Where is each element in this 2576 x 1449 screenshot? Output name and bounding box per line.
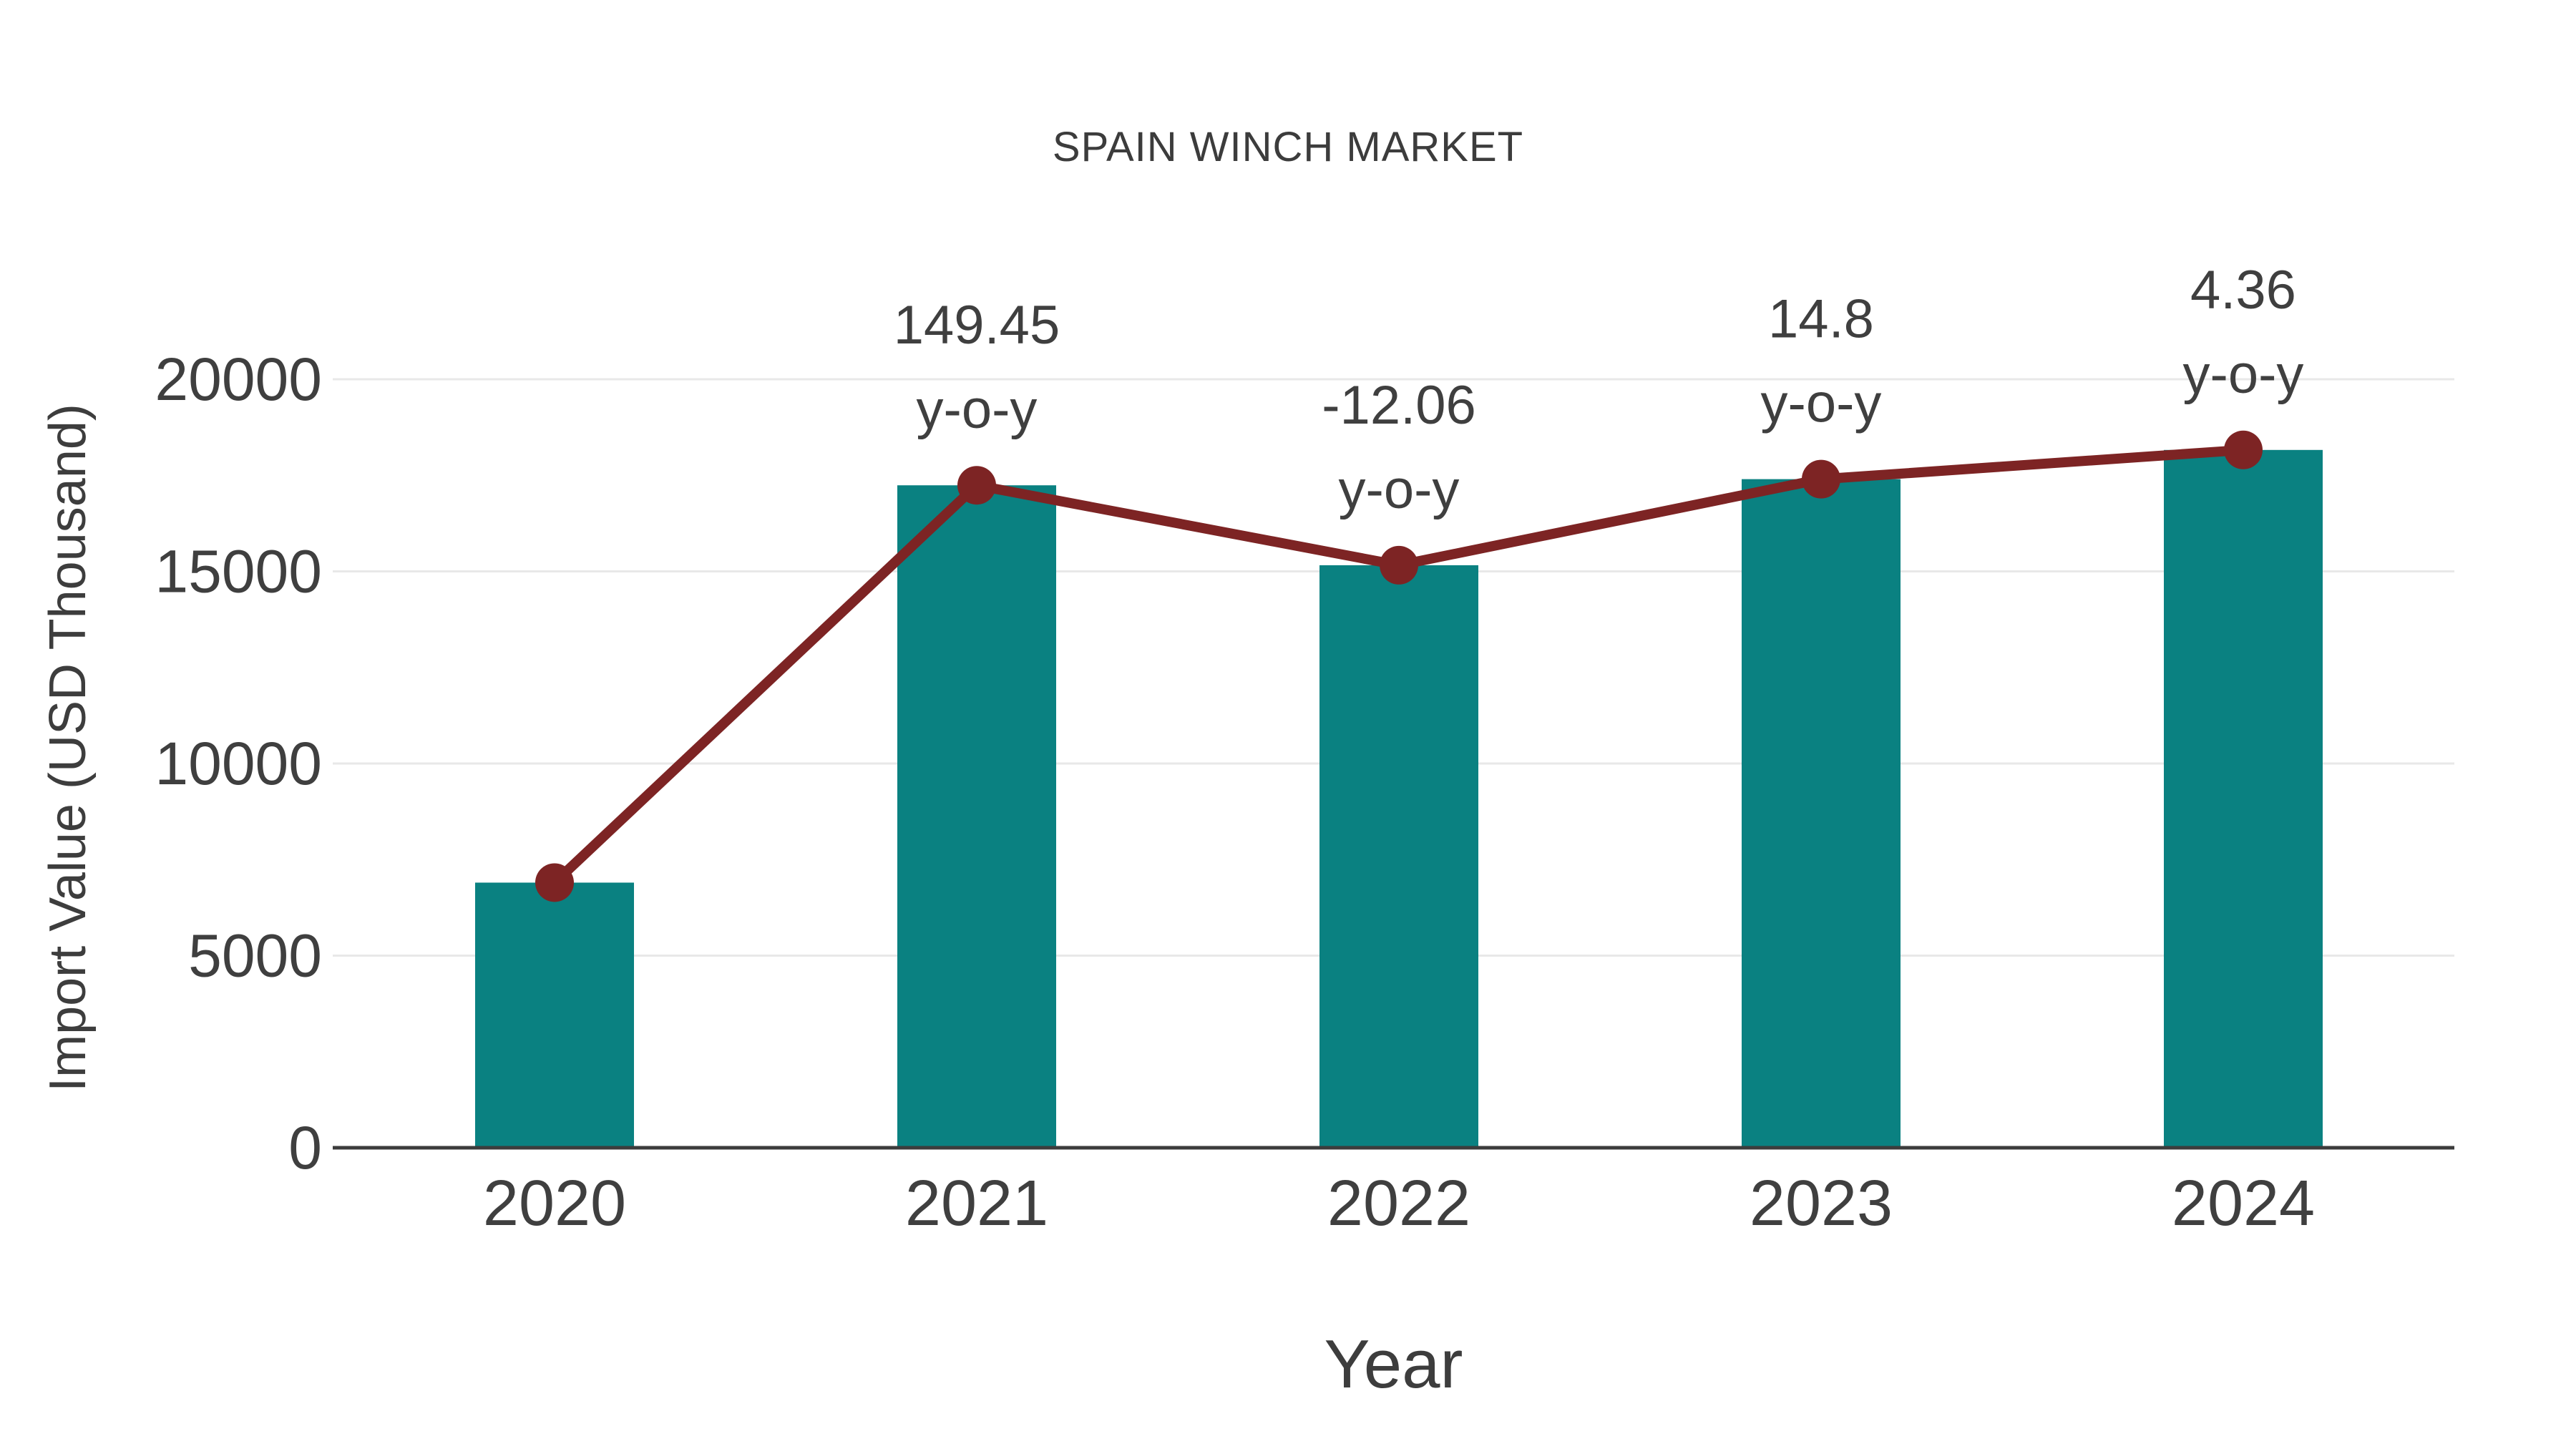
- y-axis-title: Import Value (USD Thousand): [39, 404, 97, 1092]
- x-tick-label-2020: 2020: [483, 1168, 626, 1239]
- x-tick-label-2022: 2022: [1327, 1168, 1470, 1239]
- yoy-marker-2020: [535, 863, 574, 902]
- bar-2021: [897, 485, 1056, 1148]
- annotation-value-2023: 14.8: [1768, 289, 1874, 350]
- annotation-value-2022: -12.06: [1322, 375, 1476, 436]
- x-tick-label-2024: 2024: [2172, 1168, 2315, 1239]
- y-tick-label-15000: 15000: [155, 538, 322, 605]
- y-tick-label-5000: 5000: [188, 922, 322, 990]
- yoy-marker-2022: [1380, 545, 1418, 585]
- annotation-suffix-2023: y-o-y: [1761, 374, 1882, 434]
- bar-2022: [1319, 565, 1478, 1148]
- annotation-suffix-2021: y-o-y: [917, 379, 1038, 440]
- x-tick-label-2021: 2021: [905, 1168, 1048, 1239]
- yoy-marker-2023: [1802, 459, 1840, 499]
- yoy-marker-2024: [2224, 430, 2263, 469]
- chart-title: SPAIN WINCH MARKET: [1052, 124, 1524, 170]
- annotation-suffix-2024: y-o-y: [2183, 344, 2304, 405]
- x-tick-label-2023: 2023: [1750, 1168, 1893, 1239]
- annotation-value-2024: 4.36: [2190, 260, 2296, 321]
- bar-2020: [475, 882, 634, 1148]
- yoy-marker-2021: [957, 466, 996, 505]
- bar-2024: [2164, 449, 2323, 1148]
- y-tick-label-0: 0: [288, 1114, 322, 1181]
- y-tick-label-10000: 10000: [155, 730, 322, 797]
- x-axis-title: Year: [1324, 1326, 1463, 1402]
- annotation-value-2021: 149.45: [894, 295, 1060, 356]
- annotation-suffix-2022: y-o-y: [1339, 459, 1460, 520]
- bar-2023: [1742, 479, 1901, 1148]
- y-tick-label-20000: 20000: [155, 346, 322, 413]
